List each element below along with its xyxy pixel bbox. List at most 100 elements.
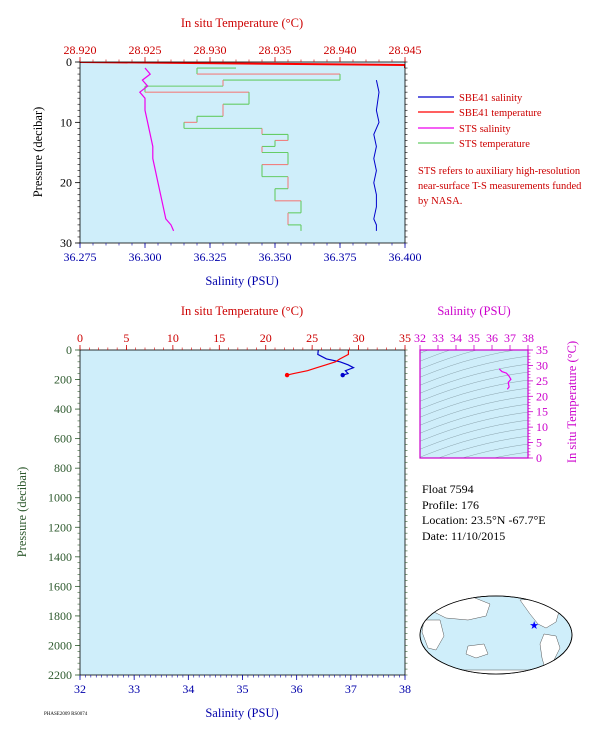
- ts-salinity-tick-label: 35: [468, 331, 480, 345]
- near-surface-salinity-tick-label: 36.275: [64, 250, 97, 264]
- full-profile-salinity-tick-label: 37: [345, 682, 357, 696]
- full-profile-pressure-title: Pressure (decibar): [15, 467, 29, 558]
- ts-temperature-tick-label: 0: [536, 451, 542, 465]
- ts-curve-line: [498, 368, 512, 390]
- near-surface-temperature-title: In situ Temperature (°C): [181, 16, 303, 30]
- ts-plot-area: [420, 350, 528, 458]
- full-profile-salinity-tick-label: 36: [291, 682, 303, 696]
- profile-date: Date: 11/10/2015: [422, 528, 506, 543]
- ts-temperature-tick-label: 5: [536, 436, 542, 450]
- ts-density-contour: [420, 387, 528, 418]
- legend-label-sbe41-salinity: SBE41 salinity: [459, 93, 523, 104]
- full-profile-salinity-tick-label: 38: [399, 682, 411, 696]
- footer-stamp: PHASE2009 RS0074: [44, 712, 88, 717]
- full-profile-pressure-tick-label: 0: [66, 343, 72, 357]
- full-profile-salinity-tick-label: 34: [182, 682, 194, 696]
- float-id: Float 7594: [422, 482, 474, 496]
- near-surface-salinity-tick-label: 36.325: [194, 250, 227, 264]
- near-surface-pressure-tick-label: 0: [66, 55, 72, 69]
- sts-note: STS refers to auxiliary high-resolution …: [418, 166, 582, 207]
- legend-label-sts-salinity: STS salinity: [459, 124, 511, 135]
- near-surface-salinity-tick-label: 36.375: [324, 250, 357, 264]
- near-surface-salinity-tick-label: 36.350: [259, 250, 292, 264]
- ts-density-contour: [420, 350, 429, 354]
- ts-density-contour: [420, 363, 528, 394]
- near-surface-temperature-tick-label: 28.930: [194, 43, 227, 57]
- full-profile-pressure-tick-label: 1600: [48, 579, 72, 593]
- full-profile-temperature-tick-label: 20: [260, 331, 272, 345]
- full-profile-pressure-tick-label: 800: [54, 461, 72, 475]
- full-profile-pressure-tick-label: 400: [54, 402, 72, 416]
- full-profile-pressure-tick-label: 600: [54, 432, 72, 446]
- full-profile-pressure-tick-label: 1800: [48, 609, 72, 623]
- salinity-profile-end-marker: [340, 372, 345, 378]
- full-profile-temperature-tick-label: 30: [353, 331, 365, 345]
- ts-temperature-tick-label: 35: [536, 343, 548, 357]
- map-land-africa: [421, 619, 445, 651]
- temperature-profile-line: [286, 350, 349, 376]
- full-profile-pressure-axis: 0 200 400 600 800 1000 1200 1400 1600 1800 2000 220…: [48, 343, 408, 682]
- ts-salinity-tick-label: 38: [522, 331, 534, 345]
- full-profile-pressure-tick-label: 1400: [48, 550, 72, 564]
- ts-temperature-tick-label: 10: [536, 420, 548, 434]
- near-surface-salinity-tick-label: 36.300: [129, 250, 162, 264]
- profile-number: Profile: 176: [422, 497, 479, 512]
- full-profile-pressure-tick-label: 2200: [48, 668, 72, 682]
- full-profile-temperature-tick-label: 15: [213, 331, 225, 345]
- ts-temperature-tick-label: 25: [536, 374, 548, 388]
- full-profile-plot-area: [80, 350, 405, 675]
- ts-salinity-tick-label: 33: [432, 331, 444, 345]
- full-profile-pressure-tick-label: 1200: [48, 520, 72, 534]
- ts-density-contour: [420, 427, 528, 458]
- ts-density-contour: [420, 419, 528, 450]
- float-info-block: Float 7594 Profile: 176 Location: 23.5°N…: [422, 482, 546, 544]
- ts-density-contours: [420, 350, 528, 458]
- near-surface-pressure-tick-label: 10: [60, 115, 72, 129]
- near-surface-pressure-title: Pressure (decibar): [31, 107, 45, 198]
- full-profile-temperature-axis: 0 5 10 15 20 25 30 35: [77, 331, 411, 350]
- near-surface-pressure-axis: 0 10 20 30: [60, 55, 408, 250]
- near-surface-temperature-tick-label: 28.940: [324, 43, 357, 57]
- full-profile-temperature-tick-label: 0: [77, 331, 83, 345]
- world-map: ★: [419, 595, 573, 675]
- full-profile-pressure-tick-label: 200: [54, 373, 72, 387]
- full-profile-salinity-axis: 32 33 34 35 36 37 38: [74, 675, 411, 696]
- near-surface-temperature-tick-label: 28.925: [129, 43, 162, 57]
- near-surface-plot-area: [80, 62, 405, 243]
- sbe41-salinity-line: [373, 79, 380, 231]
- ts-temperature-tick-label: 15: [536, 405, 548, 419]
- temperature-profile-end-marker: [284, 372, 290, 378]
- full-profile-temperature-tick-label: 5: [123, 331, 129, 345]
- near-surface-pressure-tick-label: 20: [60, 176, 72, 190]
- near-surface-salinity-tick-label: 36.400: [389, 250, 422, 264]
- full-profile-panel: 0 5 10 15 20 25 30 35 32 33 34 35 36 37 38 0 200 400 600…: [15, 304, 411, 720]
- near-surface-panel: 28.920 28.925 28.930 28.935 28.940 28.945 36.…: [31, 16, 422, 288]
- ts-density-contour: [437, 435, 528, 458]
- ts-salinity-axis: 32 33 34 35 36 37 38: [414, 331, 534, 350]
- ts-density-contour: [420, 350, 517, 378]
- near-surface-pressure-tick-label: 30: [60, 236, 72, 250]
- ts-temperature-title: In situ Temperature (°C): [565, 341, 579, 463]
- ts-density-contour: [420, 379, 528, 410]
- map-land-antarctica: [429, 669, 561, 674]
- near-surface-salinity-axis: 36.275 36.300 36.325 36.350 36.375 36.400: [64, 243, 422, 264]
- near-surface-salinity-title: Salinity (PSU): [205, 274, 278, 288]
- ts-salinity-title: Salinity (PSU): [437, 304, 510, 318]
- ts-density-contour: [492, 451, 528, 458]
- near-surface-temperature-tick-label: 28.945: [389, 43, 422, 57]
- near-surface-legend: SBE41 salinity SBE41 temperature STS sal…: [418, 93, 542, 150]
- ts-temperature-tick-label: 20: [536, 389, 548, 403]
- ts-density-contour: [461, 443, 528, 458]
- sts-salinity-line: [138, 67, 175, 232]
- near-surface-temperature-tick-label: 28.920: [64, 43, 97, 57]
- full-profile-temperature-tick-label: 35: [399, 331, 411, 345]
- salinity-profile-line: [317, 350, 355, 376]
- full-profile-salinity-tick-label: 33: [128, 682, 140, 696]
- ts-density-contour: [420, 403, 528, 434]
- ts-temperature-tick-label: 30: [536, 358, 548, 372]
- ts-density-contour: [420, 395, 528, 426]
- full-profile-pressure-tick-label: 2000: [48, 638, 72, 652]
